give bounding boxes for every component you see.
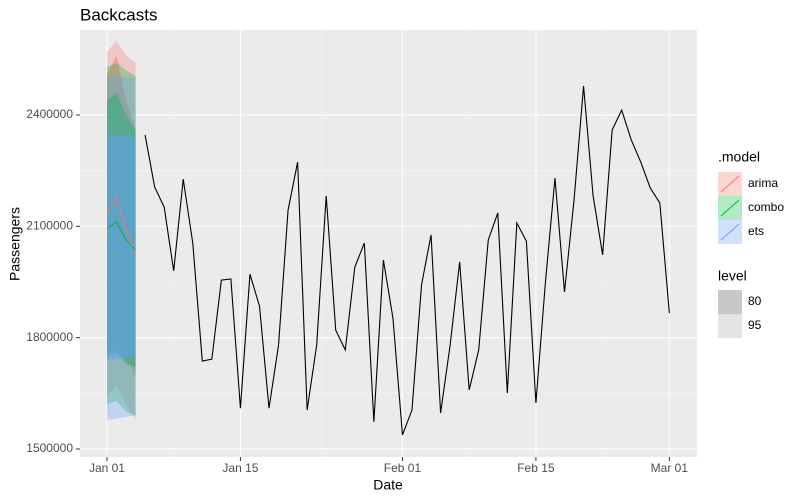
x-tick-label: Feb 15 <box>517 461 555 475</box>
legend-label: 80 <box>748 294 762 308</box>
legend-key <box>718 290 742 314</box>
x-tick-label: Mar 01 <box>651 461 689 475</box>
x-tick-label: Jan 01 <box>89 461 125 475</box>
legend-key <box>718 314 742 338</box>
x-tick-label: Jan 15 <box>222 461 258 475</box>
y-axis-title: Passengers <box>7 207 23 281</box>
chart-title: Backcasts <box>80 5 157 24</box>
legend-label: arima <box>748 176 778 190</box>
interval-band <box>106 135 136 360</box>
data-line <box>144 85 670 436</box>
model-line <box>106 221 136 251</box>
y-tick-label: 2400000 <box>26 107 73 121</box>
legend-title: .model <box>718 149 760 165</box>
model-line <box>106 196 137 254</box>
legend-key-line <box>720 223 740 241</box>
legend-label: 95 <box>748 318 762 332</box>
y-tick-label: 1800000 <box>26 330 73 344</box>
legend-label: combo <box>748 200 784 214</box>
legend-title: level <box>718 268 747 284</box>
x-axis-title: Date <box>373 477 403 493</box>
legend-label: ets <box>748 224 764 238</box>
legend-key-line <box>720 175 740 193</box>
y-tick-label: 2100000 <box>26 218 73 232</box>
legend-key-line <box>720 199 740 217</box>
y-tick-label: 1500000 <box>26 441 73 455</box>
x-tick-label: Feb 01 <box>384 461 422 475</box>
plot-panel <box>80 30 697 457</box>
